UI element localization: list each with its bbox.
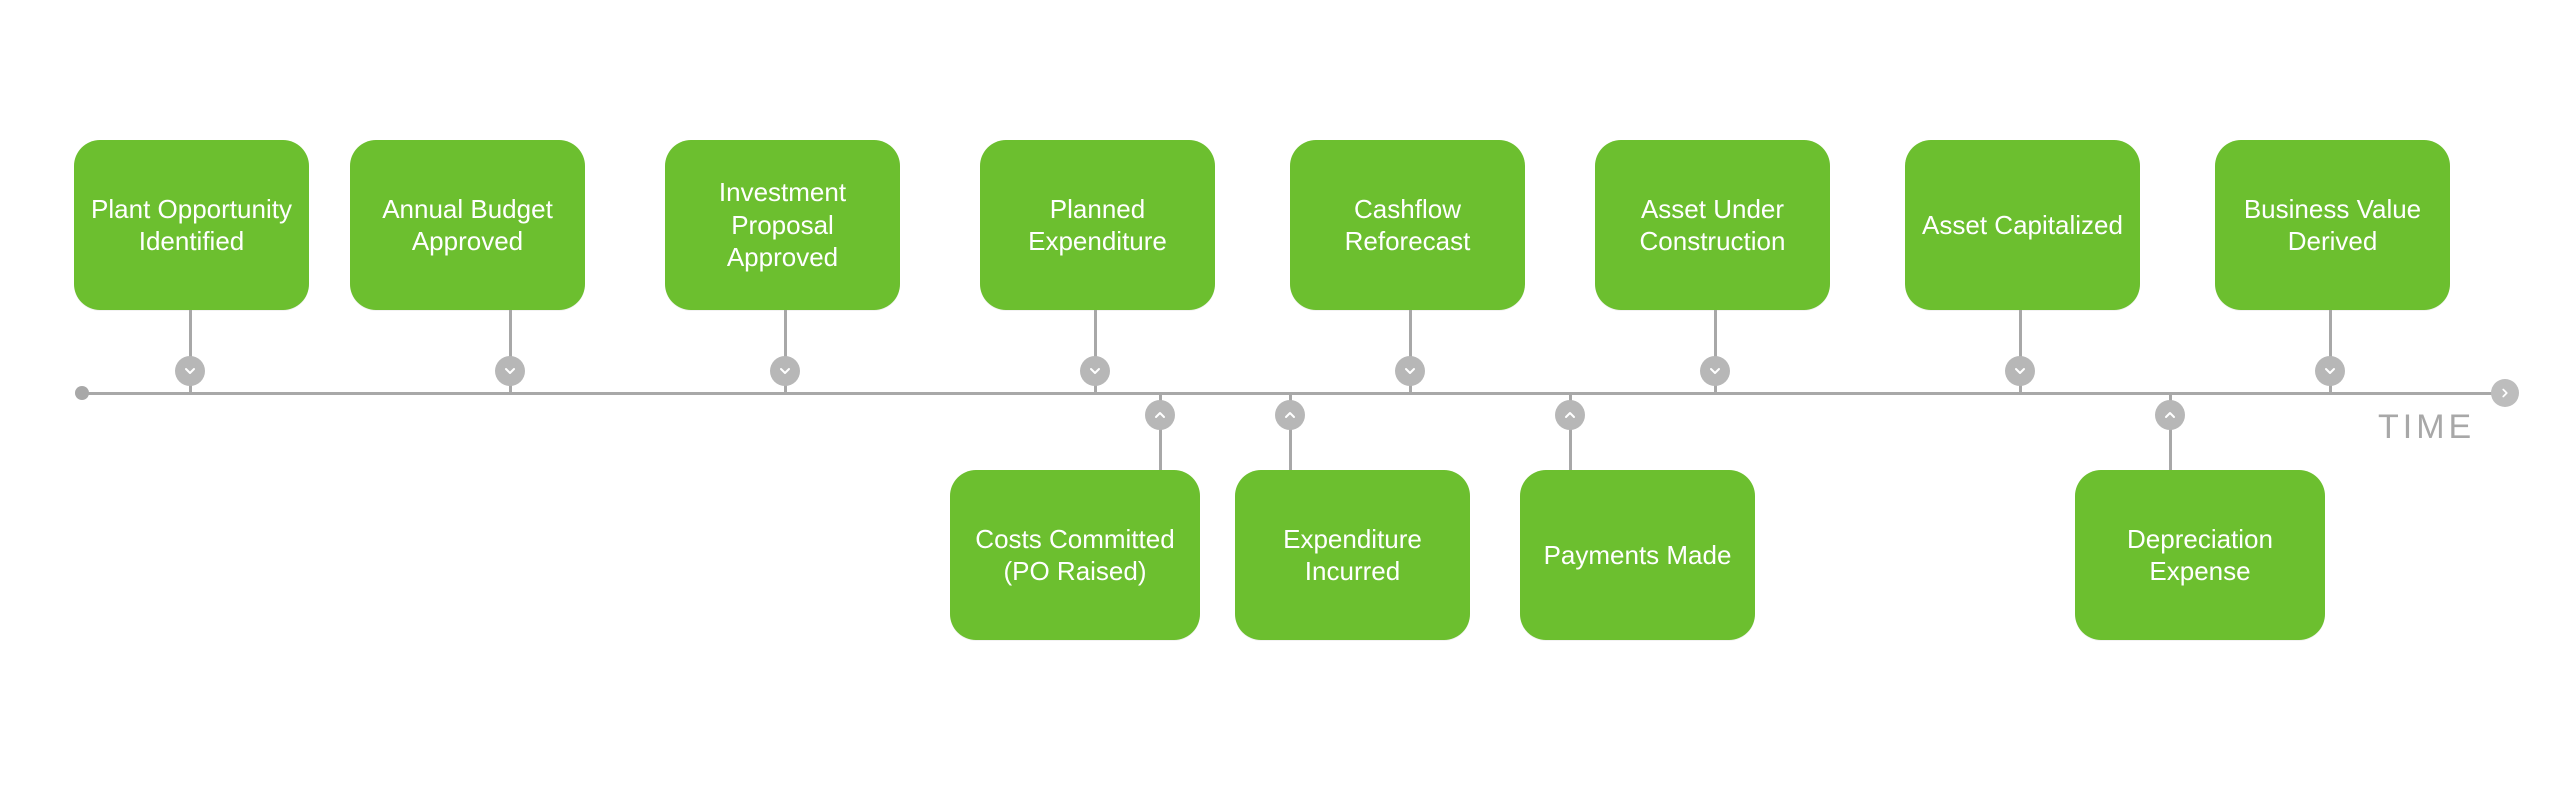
chevron-down-icon: [770, 356, 800, 386]
stage-box-label: Cashflow Reforecast: [1304, 193, 1511, 258]
stage-box-costs-committed: Costs Committed (PO Raised): [950, 470, 1200, 640]
stage-box-label: Business Value Derived: [2229, 193, 2436, 258]
chevron-up-icon: [1555, 400, 1585, 430]
stage-box-asset-under-constr: Asset Under Construction: [1595, 140, 1830, 310]
stage-box-planned-expenditure: Planned Expenditure: [980, 140, 1215, 310]
chevron-up-icon: [2155, 400, 2185, 430]
chevron-down-icon: [1395, 356, 1425, 386]
chevron-down-icon: [495, 356, 525, 386]
chevron-down-icon: [1700, 356, 1730, 386]
stage-box-depreciation-expense: Depreciation Expense: [2075, 470, 2325, 640]
timeline-axis: [82, 392, 2505, 395]
stage-box-label: Asset Capitalized: [1922, 209, 2123, 242]
stage-box-expenditure-incurred: Expenditure Incurred: [1235, 470, 1470, 640]
stage-box-label: Annual Budget Approved: [364, 193, 571, 258]
stage-box-label: Expenditure Incurred: [1249, 523, 1456, 588]
timeline-diagram: TIME Plant Opportunity Identified Annual B…: [0, 0, 2560, 789]
stage-box-payments-made: Payments Made: [1520, 470, 1755, 640]
stage-box-label: Payments Made: [1544, 539, 1732, 572]
chevron-down-icon: [175, 356, 205, 386]
chevron-up-icon: [1145, 400, 1175, 430]
stage-box-label: Planned Expenditure: [994, 193, 1201, 258]
stage-box-cashflow-reforecast: Cashflow Reforecast: [1290, 140, 1525, 310]
stage-box-investment-proposal: Investment Proposal Approved: [665, 140, 900, 310]
chevron-down-icon: [1080, 356, 1110, 386]
timeline-axis-label: TIME: [2378, 408, 2475, 447]
chevron-up-icon: [1275, 400, 1305, 430]
chevron-down-icon: [2005, 356, 2035, 386]
stage-box-plant-opportunity: Plant Opportunity Identified: [74, 140, 309, 310]
stage-box-label: Depreciation Expense: [2089, 523, 2311, 588]
timeline-start-dot: [75, 386, 89, 400]
stage-box-label: Investment Proposal Approved: [679, 176, 886, 274]
stage-box-label: Plant Opportunity Identified: [88, 193, 295, 258]
stage-box-label: Costs Committed (PO Raised): [964, 523, 1186, 588]
chevron-down-icon: [2315, 356, 2345, 386]
stage-box-asset-capitalized: Asset Capitalized: [1905, 140, 2140, 310]
stage-box-business-value: Business Value Derived: [2215, 140, 2450, 310]
timeline-end-arrow-icon: [2491, 379, 2519, 407]
stage-box-annual-budget: Annual Budget Approved: [350, 140, 585, 310]
stage-box-label: Asset Under Construction: [1609, 193, 1816, 258]
